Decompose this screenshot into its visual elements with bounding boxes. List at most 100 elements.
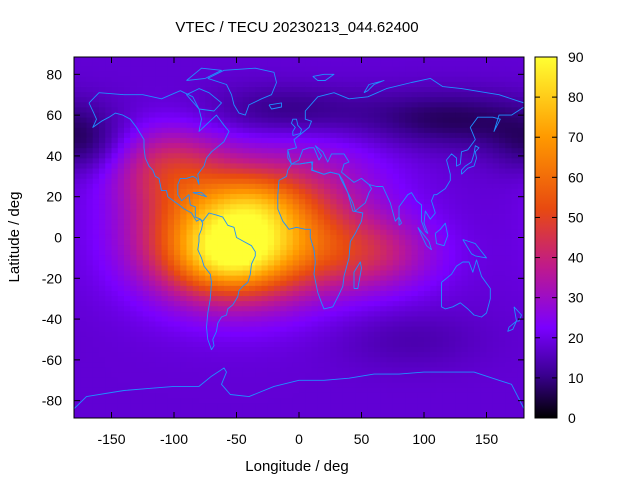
- heatmap-cell: [217, 305, 225, 312]
- heatmap-cell: [174, 310, 181, 317]
- heatmap-cell: [349, 254, 356, 261]
- heatmap-cell: [467, 188, 475, 195]
- heatmap-cell: [192, 331, 200, 337]
- heatmap-cell: [411, 341, 419, 348]
- heatmap-cell: [217, 275, 225, 281]
- heatmap-cell: [361, 316, 369, 322]
- heatmap-cell: [386, 71, 394, 77]
- heatmap-cell: [317, 224, 325, 230]
- heatmap-cell: [205, 407, 212, 414]
- heatmap-cell: [124, 163, 131, 169]
- heatmap-cell: [417, 316, 425, 322]
- heatmap-cell: [505, 259, 512, 266]
- heatmap-cell: [292, 208, 300, 215]
- heatmap-cell: [361, 377, 369, 383]
- heatmap-cell: [174, 412, 181, 418]
- heatmap-cell: [99, 112, 106, 118]
- heatmap-cell: [242, 117, 250, 123]
- heatmap-cell: [486, 106, 494, 113]
- heatmap-cell: [211, 147, 219, 154]
- heatmap-cell: [199, 81, 206, 87]
- heatmap-cell: [86, 310, 94, 317]
- heatmap-cell: [405, 336, 412, 342]
- heatmap-cell: [324, 305, 331, 312]
- heatmap-cell: [442, 86, 450, 93]
- heatmap-cell: [124, 372, 131, 378]
- heatmap-cell: [142, 285, 150, 291]
- heatmap-cell: [399, 356, 406, 363]
- heatmap-cell: [442, 254, 450, 261]
- heatmap-cell: [199, 132, 206, 138]
- heatmap-cell: [130, 71, 137, 77]
- heatmap-cell: [317, 341, 325, 348]
- heatmap-cell: [180, 310, 187, 317]
- heatmap-cell: [117, 203, 125, 210]
- heatmap-cell: [324, 351, 331, 358]
- heatmap-cell: [424, 168, 431, 174]
- heatmap-cell: [374, 117, 381, 123]
- heatmap-cell: [367, 321, 375, 327]
- heatmap-cell: [142, 265, 150, 271]
- heatmap-cell: [511, 336, 519, 342]
- heatmap-cell: [199, 163, 206, 169]
- heatmap-cell: [436, 96, 444, 103]
- heatmap-cell: [224, 142, 231, 149]
- heatmap-cell: [280, 188, 287, 195]
- heatmap-cell: [286, 117, 294, 123]
- heatmap-cell: [142, 86, 150, 93]
- heatmap-cell: [361, 132, 369, 138]
- heatmap-cell: [430, 188, 437, 195]
- heatmap-cell: [274, 331, 281, 337]
- heatmap-cell: [474, 331, 481, 337]
- heatmap-cell: [74, 259, 81, 266]
- heatmap-cell: [142, 290, 150, 297]
- heatmap-cell: [167, 198, 175, 205]
- heatmap-cell: [86, 300, 94, 307]
- heatmap-cell: [86, 356, 94, 363]
- heatmap-cell: [267, 275, 275, 281]
- heatmap-cell: [355, 310, 362, 317]
- heatmap-cell: [117, 316, 125, 322]
- heatmap-cell: [236, 326, 244, 332]
- heatmap-cell: [142, 300, 150, 307]
- heatmap-cell: [299, 305, 306, 312]
- heatmap-cell: [399, 147, 406, 154]
- heatmap-cell: [505, 285, 512, 291]
- heatmap-cell: [111, 367, 119, 373]
- heatmap-cell: [311, 412, 319, 418]
- heatmap-cell: [192, 285, 200, 291]
- heatmap-cell: [92, 290, 100, 297]
- heatmap-cell: [386, 412, 394, 418]
- heatmap-cell: [405, 208, 412, 215]
- heatmap-cell: [330, 81, 337, 87]
- heatmap-cell: [349, 101, 356, 108]
- heatmap-cell: [267, 270, 275, 276]
- heatmap-cell: [255, 270, 262, 276]
- heatmap-cell: [267, 316, 275, 322]
- heatmap-cell: [324, 163, 331, 169]
- heatmap-cell: [455, 331, 462, 337]
- heatmap-cell: [199, 61, 206, 67]
- heatmap-cell: [324, 142, 331, 149]
- heatmap-cell: [124, 219, 131, 225]
- heatmap-cell: [480, 382, 487, 388]
- heatmap-cell: [161, 117, 169, 123]
- heatmap-cell: [136, 316, 144, 322]
- heatmap-cell: [236, 321, 244, 327]
- heatmap-cell: [155, 270, 162, 276]
- heatmap-cell: [155, 351, 162, 358]
- heatmap-cell: [399, 265, 406, 271]
- heatmap-cell: [336, 412, 344, 418]
- heatmap-cell: [324, 397, 331, 404]
- heatmap-cell: [455, 372, 462, 378]
- heatmap-cell: [124, 361, 131, 368]
- heatmap-cell: [367, 96, 375, 103]
- heatmap-cell: [130, 244, 137, 251]
- heatmap-cell: [217, 321, 225, 327]
- heatmap-cell: [349, 122, 356, 128]
- heatmap-cell: [136, 341, 144, 348]
- heatmap-cell: [380, 224, 387, 230]
- heatmap-cell: [417, 265, 425, 271]
- heatmap-cell: [111, 305, 119, 312]
- heatmap-cell: [217, 132, 225, 138]
